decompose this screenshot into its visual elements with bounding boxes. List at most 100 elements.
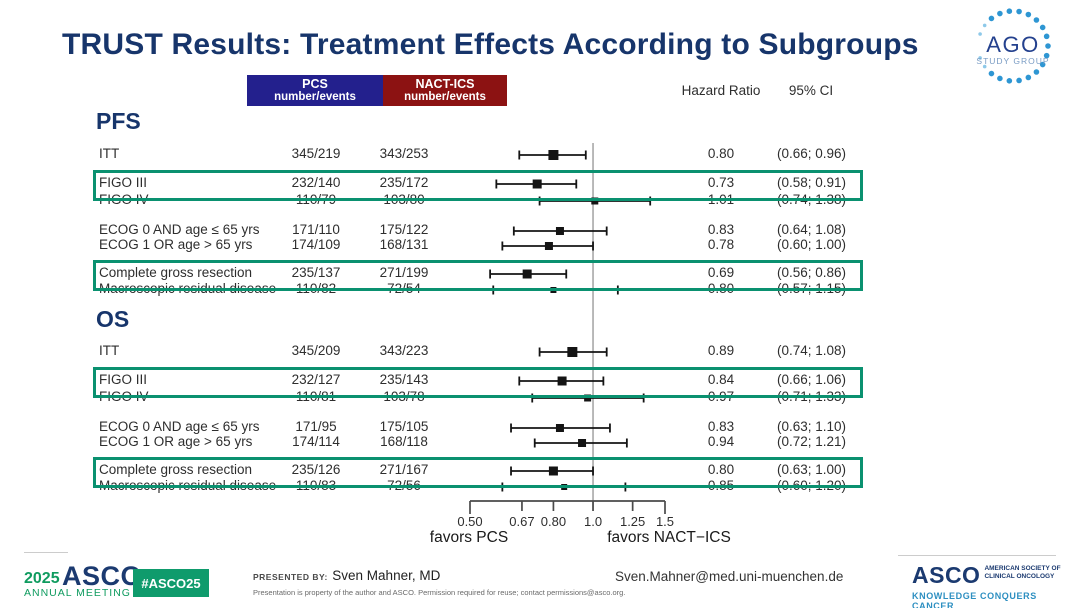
pcs-sublabel: number/events [274,91,356,104]
ago-dot [978,56,982,60]
favors-pcs-label: favors PCS [429,529,509,546]
ci-value: (0.58; 0.91) [777,175,847,190]
x-tick-label: 0.67 [509,514,535,529]
presented-by-block: PRESENTED BY: Sven Mahner, MD [253,567,440,585]
presented-by-label: PRESENTED BY: [253,572,328,582]
page-title: TRUST Results: Treatment Effects Accordi… [62,28,919,61]
pcs-column-header: PCS number/events [247,75,383,106]
ago-subtitle: STUDY GROUP [976,56,1049,66]
asco-society-lines: AMERICAN SOCIETY OF CLINICAL ONCOLOGY [984,565,1060,582]
footer-divider-right [898,555,1056,556]
subgroup-label: ITT [99,146,120,161]
ago-dot [982,64,987,69]
highlight-box [93,260,863,291]
ago-study-group-logo: AGO STUDY GROUP [963,4,1067,96]
pcs-value: 171/110 [292,222,340,237]
ago-dot [982,23,987,28]
ago-text: AGO [986,32,1039,57]
ago-dot [997,75,1003,82]
hazard-ratio-value: 0.69 [707,265,735,280]
ci-value: (0.60; 1.00) [777,237,847,252]
meeting-name: ANNUAL MEETING [24,587,131,599]
meeting-year: 2025 [24,570,60,587]
nact-value: 343/253 [379,146,429,161]
hr-marker [555,424,564,432]
nact-value: 271/199 [379,265,429,280]
ago-dots-ring: AGO STUDY GROUP [976,8,1051,84]
hr-marker [548,466,558,476]
ci-value: (0.56; 0.86) [777,265,847,280]
ago-dot [1033,17,1040,23]
hr-marker [584,394,592,402]
nact-ics-column-header: NACT-ICS number/events [383,75,507,106]
hr-marker [532,179,542,189]
asco-society-logo: ASCO AMERICAN SOCIETY OF CLINICAL ONCOLOGY… [912,562,1080,608]
ci-value: (0.63; 1.00) [777,462,847,477]
highlight-box [93,367,863,398]
subgroup-label: ECOG 0 AND age ≤ 65 yrs [99,419,260,434]
highlight-box [93,457,863,488]
hazard-ratio-header: Hazard Ratio [681,83,761,98]
hashtag-badge: #ASCO25 [133,569,209,597]
ago-dot [988,70,995,77]
ci-value: (0.74; 1.08) [777,343,847,358]
hazard-ratio-value: 0.83 [707,222,735,237]
ago-dot [997,10,1003,17]
ago-dot [1025,74,1032,81]
x-tick-label: 1.25 [619,514,646,529]
ago-dot [978,32,982,36]
ci-value: (0.66; 0.96) [777,146,847,161]
ago-dot [1043,33,1050,40]
subgroup-label: ECOG 1 OR age > 65 yrs [99,434,253,449]
subgroup-label: ECOG 1 OR age > 65 yrs [99,237,253,252]
nact-value: 271/167 [379,462,429,477]
asco-society-line1: AMERICAN SOCIETY OF [984,565,1061,572]
asco-meeting-logo: ASCO [62,561,143,591]
hr-marker [548,150,559,160]
x-tick-label: 1.5 [655,514,675,529]
asco-tagline: KNOWLEDGE CONQUERS CANCER [912,591,1037,608]
asco-wordmark: ASCO [912,562,981,588]
ago-dot [1025,11,1032,18]
ci-value: (0.63; 1.10) [777,419,847,434]
ago-dot [1016,8,1022,15]
section-heading: OS [96,306,130,332]
nact-value: 175/122 [379,222,429,237]
nact-value: 175/105 [379,419,429,434]
section-heading: PFS [96,108,141,134]
presenter-name: Sven Mahner, MD [332,568,441,583]
subgroup-label: FIGO III [99,175,148,190]
nact-value: 343/223 [379,343,429,358]
hazard-ratio-value: 0.84 [707,372,735,387]
ago-dot [1006,8,1013,14]
subgroup-label: Complete gross resection [99,265,253,280]
pcs-value: 345/209 [291,343,341,358]
ago-dot [1006,78,1013,84]
subgroup-label: FIGO III [99,372,148,387]
ci-value: (0.66; 1.06) [777,372,847,387]
pcs-value: 174/114 [292,434,340,449]
hazard-ratio-value: 0.78 [707,237,735,252]
ci-value: (0.72; 1.21) [777,434,847,449]
ago-dot [1045,43,1051,49]
permission-smallprint: Presentation is property of the author a… [253,588,626,597]
pcs-value: 235/137 [291,265,341,280]
hazard-ratio-value: 0.94 [707,434,735,449]
nact-value: 168/118 [380,434,428,449]
ago-dot [1039,61,1046,68]
hr-marker [578,439,587,447]
subgroup-label: Complete gross resection [99,462,253,477]
pcs-value: 235/126 [291,462,341,477]
favors-nact-label: favors NACT−ICS [607,529,731,546]
pcs-value: 232/140 [291,175,341,190]
nact-value: 235/172 [379,175,429,190]
asco-society-line2: CLINICAL ONCOLOGY [984,573,1055,581]
hr-marker [557,376,567,386]
hr-marker [591,197,599,205]
subgroup-label: ECOG 0 AND age ≤ 65 yrs [99,222,260,237]
x-tick-label: 0.50 [457,514,483,529]
ago-dot [1016,77,1022,84]
nact-label: NACT-ICS [415,76,475,91]
hr-marker [555,227,564,235]
ago-dot [1039,24,1046,31]
